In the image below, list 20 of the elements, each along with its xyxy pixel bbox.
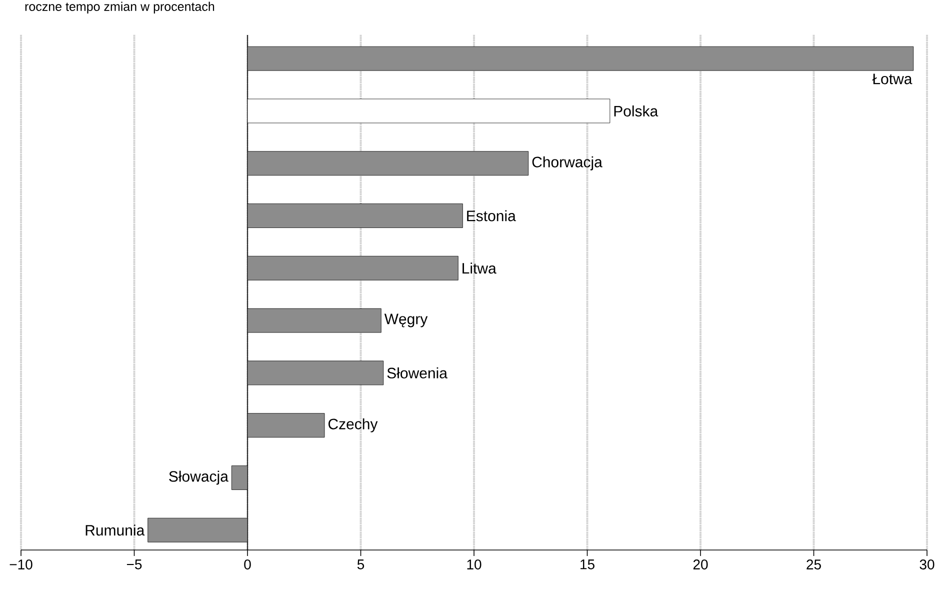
x-tick-label: −10 — [10, 560, 32, 570]
x-tick-label: 25 — [806, 560, 821, 570]
y-tick-label: Słowacja — [169, 470, 228, 485]
x-tick-label: 10 — [467, 560, 482, 570]
y-tick-label: Słowenia — [387, 367, 448, 378]
y-tick-label: Polska — [614, 105, 658, 116]
y-tick-label: Łotwa — [872, 74, 912, 84]
chart-title: roczne tempo zmian w procentach — [25, 2, 214, 14]
y-tick-label: Chorwacja — [532, 156, 602, 170]
x-tick-label: −5 — [126, 560, 142, 570]
y-tick-label: Węgry — [384, 314, 428, 328]
y-tick-label: Rumunia — [86, 524, 145, 536]
y-tick-label: Czechy — [328, 418, 378, 432]
x-tick-label: 20 — [693, 560, 708, 570]
x-tick-label: 0 — [244, 560, 251, 570]
x-tick-label: 15 — [580, 560, 594, 570]
y-tick-label: Estonia — [467, 210, 516, 222]
y-tick-label: Litwa — [462, 262, 496, 274]
x-tick-label: 5 — [357, 560, 364, 570]
x-tick-label: 30 — [920, 560, 934, 570]
